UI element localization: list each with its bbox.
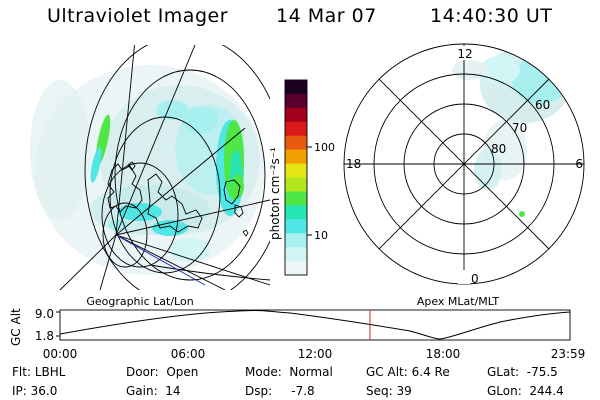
right-panel-title: Apex MLat/MLT (417, 295, 500, 308)
gcalt-label: GC Alt: (366, 365, 408, 379)
gain-value: 14 (165, 384, 181, 398)
mode-field: Mode: Normal (245, 365, 333, 379)
latlon-grid (59, 45, 270, 290)
alt-xtick-0: 00:00 (43, 347, 78, 361)
terminator-line (115, 234, 206, 286)
time-label: 14:40:30 UT (430, 5, 553, 27)
ip-label: IP: (12, 384, 27, 398)
date-label: 14 Mar 07 (276, 5, 377, 27)
colorbar-cell (285, 233, 307, 248)
colorbar-unit-label: photon cm⁻²s⁻¹ (268, 147, 282, 240)
alt-xtick-1: 06:00 (171, 347, 206, 361)
seq-label: Seq: (366, 384, 393, 398)
gain-field: Gain: 14 (126, 384, 181, 398)
colorbar: 100 10 photon cm⁻²s⁻¹ (268, 79, 335, 276)
gain-label: Gain: (126, 384, 158, 398)
door-label: Door: (126, 365, 159, 379)
gcalt-field: GC Alt: 6.4 Re (366, 365, 450, 379)
colorbar-tick-10: 10 (314, 229, 328, 242)
colorbar-cell (285, 135, 307, 151)
colorbar-tick-100: 100 (314, 141, 335, 154)
glat-value: -75.5 (526, 365, 558, 379)
glat-field: GLat: -75.5 (487, 365, 558, 379)
aurora-bright-band (156, 100, 244, 216)
aurora-left-arc (90, 114, 111, 183)
alt-xtick-4: 23:59 (551, 347, 586, 361)
polar-emission (452, 47, 570, 190)
polar-green-dot (519, 211, 525, 217)
colorbar-cell (285, 121, 307, 137)
glon-field: GLon: 244.4 (487, 384, 564, 398)
glat-label: GLat: (487, 365, 520, 379)
colorbar-cell (285, 149, 307, 165)
mlt-label-18: 18 (346, 157, 361, 171)
colorbar-cell (285, 219, 307, 234)
colorbar-cell (285, 261, 307, 276)
glon-value: 244.4 (529, 384, 564, 398)
mode-label: Mode: (245, 365, 282, 379)
mlt-label-0: 0 (471, 272, 479, 286)
alt-xtick-2: 12:00 (298, 347, 333, 361)
seq-field: Seq: 39 (366, 384, 412, 398)
geographic-map (30, 45, 270, 290)
dsp-field: Dsp: -7.8 (245, 384, 315, 398)
gcalt-value: 6.4 Re (411, 365, 450, 379)
colorbar-cell (285, 191, 307, 206)
polar-plot: 12 18 6 0 60 70 80 (343, 43, 585, 286)
mlt-label-12: 12 (457, 47, 472, 61)
alt-ytick-top: 9.0 (35, 307, 54, 321)
alt-ylabel: GC Alt (9, 308, 23, 346)
colorbar-cell (285, 247, 307, 262)
dsp-value: -7.8 (291, 384, 315, 398)
mode-value: Normal (289, 365, 333, 379)
polar-grid (343, 43, 585, 285)
mlat-label-80: 80 (491, 142, 506, 156)
colorbar-cell (285, 205, 307, 220)
dsp-label: Dsp: (245, 384, 273, 398)
alt-xtick-3: 18:00 (426, 347, 461, 361)
altitude-curve (59, 309, 571, 340)
colorbar-cell (285, 93, 307, 109)
mlat-label-70: 70 (512, 121, 527, 135)
mlt-label-6: 6 (575, 157, 583, 171)
door-field: Door: Open (126, 365, 198, 379)
filter-field: Flt: LBHL (12, 365, 65, 379)
filter-value: LBHL (34, 365, 66, 379)
seq-value: 39 (396, 384, 412, 398)
colorbar-cell (285, 163, 307, 178)
colorbar-cell (285, 80, 307, 95)
coastlines (107, 161, 244, 233)
aurora-lower-patches (108, 203, 210, 262)
ip-field: IP: 36.0 (12, 384, 57, 398)
ip-value: 36.0 (30, 384, 58, 398)
glon-label: GLon: (487, 384, 522, 398)
door-value: Open (166, 365, 199, 379)
colorbar-cell (285, 107, 307, 123)
colorbar-cell (285, 177, 307, 192)
instrument-title: Ultraviolet Imager (47, 5, 229, 27)
alt-ytick-bottom: 1.8 (35, 329, 54, 343)
coast-fragment (242, 229, 249, 237)
left-panel-title: Geographic Lat/Lon (86, 295, 193, 308)
mlat-label-60: 60 (535, 98, 550, 112)
altitude-plot: 9.0 1.8 GC Alt 00:00 06:00 12:00 18:00 2… (9, 307, 585, 361)
filter-label: Flt: (12, 365, 31, 379)
